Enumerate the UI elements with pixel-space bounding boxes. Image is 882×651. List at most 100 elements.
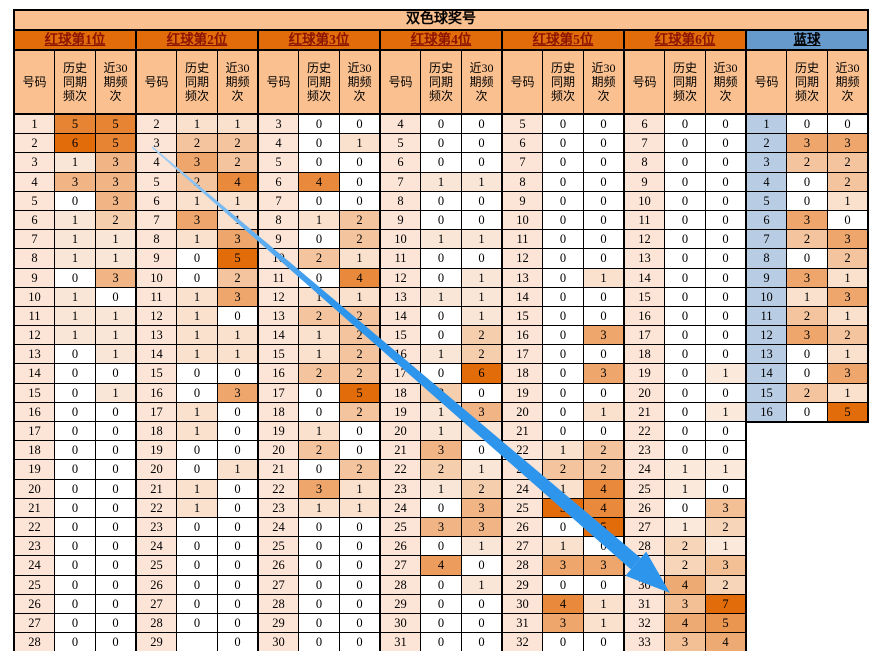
number-cell[interactable]: 23 [137,517,177,538]
number-cell[interactable]: 8 [625,153,665,173]
number-cell[interactable]: 25 [503,498,543,518]
number-cell[interactable]: 7 [137,210,177,231]
number-cell[interactable]: 11 [259,268,299,288]
number-cell[interactable]: 23 [15,537,55,557]
number-cell[interactable]: 11 [625,210,665,231]
hist-freq-cell[interactable]: 1 [421,422,462,442]
last30-freq-cell[interactable]: 0 [584,537,623,557]
number-cell[interactable]: 14 [259,326,299,346]
hist-freq-cell[interactable]: 5 [543,498,584,518]
number-cell[interactable]: 28 [137,613,177,634]
hist-freq-cell[interactable]: 0 [543,172,584,192]
hist-freq-cell[interactable]: 3 [421,441,462,461]
hist-freq-cell[interactable]: 0 [299,594,340,614]
hist-freq-cell[interactable]: 0 [543,268,584,288]
hist-freq-cell[interactable]: 0 [543,633,584,651]
last30-freq-cell[interactable]: 0 [340,441,379,461]
number-cell[interactable]: 21 [15,498,55,518]
number-cell[interactable]: 17 [625,326,665,346]
last30-freq-cell[interactable]: 1 [96,306,135,327]
group-header[interactable]: 红球第2位 [137,31,257,51]
last30-freq-cell[interactable]: 2 [340,230,379,250]
last30-freq-cell[interactable]: 1 [340,498,379,518]
number-cell[interactable]: 15 [625,287,665,307]
subheader-last30[interactable]: 近30期频次 [340,51,379,113]
hist-freq-cell[interactable]: 2 [787,230,828,250]
last30-freq-cell[interactable]: 2 [96,210,135,231]
subheader-number[interactable]: 号码 [503,51,543,113]
last30-freq-cell[interactable]: 3 [828,134,867,154]
last30-freq-cell[interactable]: 0 [584,287,623,307]
last30-freq-cell[interactable]: 2 [706,575,745,595]
subheader-number[interactable]: 号码 [259,51,299,113]
last30-freq-cell[interactable]: 1 [218,326,257,346]
last30-freq-cell[interactable]: 0 [706,172,745,192]
hist-freq-cell[interactable]: 2 [665,556,706,576]
subheader-hist[interactable]: 历史同期频次 [543,51,584,113]
subheader-number[interactable]: 号码 [747,51,787,113]
number-cell[interactable]: 7 [503,153,543,173]
hist-freq-cell[interactable]: 0 [299,134,340,154]
last30-freq-cell[interactable]: 0 [584,306,623,327]
last30-freq-cell[interactable]: 2 [340,210,379,231]
hist-freq-cell[interactable]: 0 [299,613,340,634]
number-cell[interactable]: 3 [137,134,177,154]
number-cell[interactable]: 14 [381,306,421,327]
hist-freq-cell[interactable]: 0 [299,517,340,538]
last30-freq-cell[interactable]: 0 [218,556,257,576]
number-cell[interactable]: 11 [15,306,55,327]
hist-freq-cell[interactable]: 1 [55,249,96,269]
number-cell[interactable]: 25 [137,556,177,576]
number-cell[interactable]: 20 [503,402,543,422]
last30-freq-cell[interactable]: 3 [96,172,135,192]
hist-freq-cell[interactable]: 0 [299,115,340,135]
last30-freq-cell[interactable]: 3 [584,326,623,346]
last30-freq-cell[interactable]: 0 [462,115,501,135]
hist-freq-cell[interactable]: 0 [665,364,706,384]
hist-freq-cell[interactable]: 0 [55,575,96,595]
number-cell[interactable]: 24 [625,460,665,480]
last30-freq-cell[interactable]: 1 [584,594,623,614]
number-cell[interactable]: 4 [137,153,177,173]
number-cell[interactable]: 13 [503,268,543,288]
number-cell[interactable]: 29 [625,556,665,576]
number-cell[interactable]: 22 [259,479,299,499]
number-cell[interactable]: 25 [259,537,299,557]
last30-freq-cell[interactable]: 2 [340,402,379,422]
hist-freq-cell[interactable]: 0 [177,517,218,538]
number-cell[interactable]: 9 [503,191,543,211]
last30-freq-cell[interactable]: 2 [828,249,867,269]
hist-freq-cell[interactable]: 0 [543,134,584,154]
number-cell[interactable]: 4 [259,134,299,154]
hist-freq-cell[interactable]: 0 [787,249,828,269]
number-cell[interactable]: 20 [137,460,177,480]
number-cell[interactable]: 15 [137,364,177,384]
hist-freq-cell[interactable]: 1 [299,498,340,518]
last30-freq-cell[interactable]: 0 [340,537,379,557]
hist-freq-cell[interactable]: 2 [787,153,828,173]
hist-freq-cell[interactable]: 0 [299,383,340,403]
last30-freq-cell[interactable]: 0 [584,191,623,211]
last30-freq-cell[interactable]: 1 [96,249,135,269]
last30-freq-cell[interactable]: 3 [584,556,623,576]
last30-freq-cell[interactable]: 1 [218,115,257,135]
number-cell[interactable]: 22 [15,517,55,538]
last30-freq-cell[interactable]: 3 [218,383,257,403]
hist-freq-cell[interactable]: 0 [55,191,96,211]
hist-freq-cell[interactable]: 0 [421,575,462,595]
last30-freq-cell[interactable]: 2 [584,460,623,480]
hist-freq-cell[interactable]: 0 [55,383,96,403]
last30-freq-cell[interactable]: 0 [96,287,135,307]
hist-freq-cell[interactable]: 0 [543,422,584,442]
number-cell[interactable]: 12 [15,326,55,346]
hist-freq-cell[interactable]: 1 [177,115,218,135]
last30-freq-cell[interactable]: 1 [96,230,135,250]
number-cell[interactable]: 1 [15,115,55,135]
hist-freq-cell[interactable]: 5 [55,115,96,135]
number-cell[interactable]: 4 [15,172,55,192]
number-cell[interactable]: 17 [137,402,177,422]
last30-freq-cell[interactable]: 1 [706,460,745,480]
number-cell[interactable]: 14 [625,268,665,288]
hist-freq-cell[interactable]: 0 [543,115,584,135]
hist-freq-cell[interactable]: 0 [177,537,218,557]
